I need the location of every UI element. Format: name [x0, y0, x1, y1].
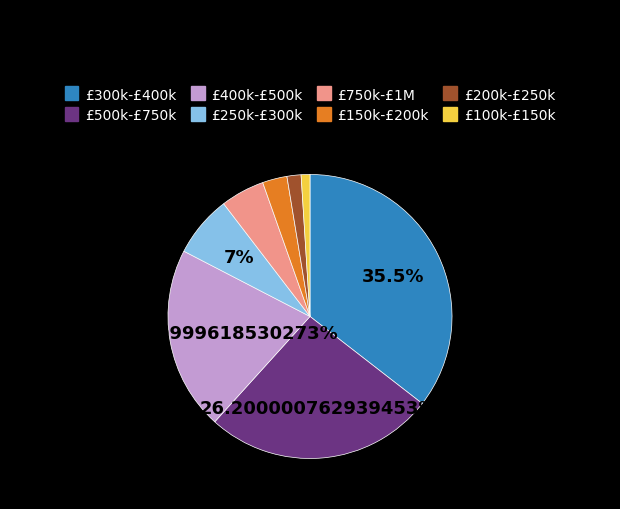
Wedge shape [263, 177, 310, 317]
Text: 35.5%: 35.5% [361, 267, 424, 286]
Text: 26.200000762939453%: 26.200000762939453% [200, 400, 437, 417]
Wedge shape [215, 317, 422, 459]
Wedge shape [168, 252, 310, 422]
Wedge shape [301, 175, 310, 317]
Text: 20.899999618530273%: 20.899999618530273% [100, 324, 338, 342]
Wedge shape [224, 183, 310, 317]
Text: 7%: 7% [224, 249, 255, 267]
Wedge shape [310, 175, 452, 404]
Legend: £300k-£400k, £500k-£750k, £400k-£500k, £250k-£300k, £750k-£1M, £150k-£200k, £200: £300k-£400k, £500k-£750k, £400k-£500k, £… [59, 83, 561, 129]
Wedge shape [184, 204, 310, 317]
Wedge shape [287, 176, 310, 317]
